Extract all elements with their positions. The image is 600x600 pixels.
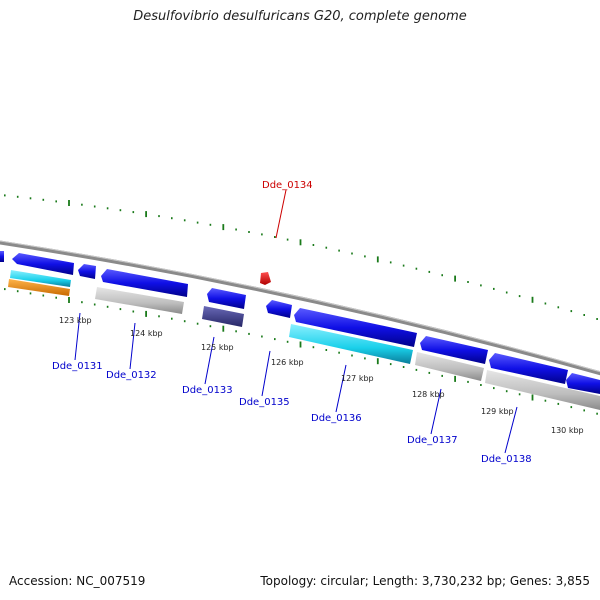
kbp-labels: 123 kbp 124 kbp 125 kbp 126 kbp 127 kbp … [59,316,584,435]
genome-backbone [0,240,600,376]
gene-label-dde-0133[interactable]: Dde_0133 [182,385,233,396]
kbp-label: 127 kbp [341,374,374,383]
gene-label-dde-0132[interactable]: Dde_0132 [106,370,157,381]
gene-label-leaders [74,312,518,454]
leader-line-dde-0137 [430,388,442,435]
accession-text: Accession: NC_007519 [9,574,146,588]
kbp-label: 129 kbp [481,407,514,416]
gene-arrow-dde-0134[interactable] [260,272,271,285]
gene-arrow-dde-0132[interactable] [101,269,188,297]
kbp-label: 124 kbp [130,329,163,338]
rna-feature-gray[interactable] [485,370,600,410]
rna-feature-gray[interactable] [95,287,184,314]
kbp-label: 126 kbp [271,358,304,367]
genome-summary-text: Topology: circular; Length: 3,730,232 bp… [260,574,590,588]
gene-label-dde-0135[interactable]: Dde_0135 [239,397,290,408]
leader-line-dde-0136 [335,364,347,413]
gene-label-dde-0131[interactable]: Dde_0131 [52,361,103,372]
gene-arrow-dde-0130[interactable] [12,253,74,275]
leader-line-dde-0135 [261,350,271,397]
leader-line-dde-0134 [275,189,287,239]
gene-arrow-dde-0133[interactable] [207,288,246,309]
gene-arrow[interactable] [78,264,96,279]
map-title: Desulfovibrio desulfuricans G20, complet… [133,9,467,24]
rna-feature-cyan-large[interactable] [289,324,413,364]
gene-label-dde-0136[interactable]: Dde_0136 [311,413,362,424]
gene-label-dde-0137[interactable]: Dde_0137 [407,435,458,446]
leader-line-dde-0132 [129,322,136,370]
gene-arrow-dde-0135[interactable] [266,300,292,318]
gene-label-dde-0134[interactable]: Dde_0134 [262,180,313,191]
gene-arrow[interactable] [0,251,4,262]
gene-arrow-dde-0137[interactable] [420,336,488,364]
kbp-label: 123 kbp [59,316,92,325]
kbp-label: 125 kbp [201,343,234,352]
leader-line-dde-0133 [204,336,215,385]
outer-tick-track [4,194,598,320]
leader-line-dde-0131 [74,312,81,361]
gene-arrow-dde-0136[interactable] [294,308,417,347]
inner-tick-track [4,288,598,415]
rna-feature-gray[interactable] [415,352,484,381]
leader-line-dde-0138 [504,406,518,454]
kbp-label: 130 kbp [551,426,584,435]
rna-feature-orange[interactable] [8,279,70,296]
gene-labels: Dde_0131 Dde_0132 Dde_0133 Dde_0135 Dde_… [52,361,532,465]
gene-label-dde-0138[interactable]: Dde_0138 [481,454,532,465]
gene-arrow-dde-0138[interactable] [489,353,568,384]
rna-feature-cyan[interactable] [10,270,71,287]
rna-feature-navy[interactable] [202,306,244,327]
genome-backbone-highlight [0,240,600,373]
gene-arrow[interactable] [566,373,600,394]
kbp-label: 128 kbp [412,390,445,399]
